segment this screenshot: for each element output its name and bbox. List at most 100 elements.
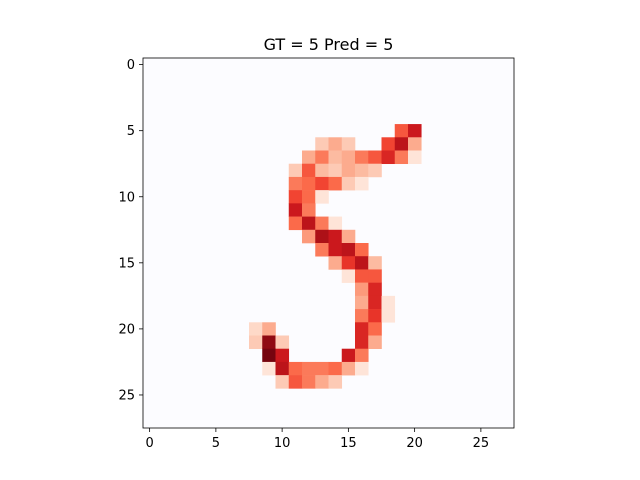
heatmap-cell [315,137,329,151]
heatmap-cell [341,348,356,363]
heatmap-cell [288,216,303,231]
heatmap-cell [341,229,356,244]
heatmap-cell [394,137,409,151]
heatmap-cell [302,361,316,376]
heatmap-cell [315,361,329,376]
heatmap-cell [315,216,329,231]
y-tick-label: 20 [118,322,135,337]
heatmap-cell [275,361,290,376]
heatmap-cell [341,163,356,178]
heatmap-cell [394,124,409,138]
heatmap-cell [288,176,303,191]
heatmap-cell [368,256,382,270]
heatmap-cell [368,322,382,336]
heatmap-cell [328,150,343,165]
heatmap-cell [355,348,369,363]
heatmap-cell [315,190,329,204]
heatmap-cell [262,361,276,376]
heatmap-cell [341,243,356,257]
heatmap-cell [368,295,382,310]
heatmap-cell [381,150,396,165]
heatmap-cell [368,309,382,323]
heatmap-cell [275,375,290,389]
heatmap-cell [355,176,369,191]
heatmap-cell [381,295,396,310]
y-axis: 0 5 10 15 20 25 [118,58,143,403]
heatmap-cell [355,282,369,297]
heatmap-cell [328,137,343,151]
heatmap-cell [341,269,356,283]
heatmap-cell [381,137,396,151]
heatmap-cell [328,256,343,270]
heatmap-cell [328,243,343,257]
heatmap-cell [355,335,369,350]
heatmap-cell [328,163,343,178]
heatmap-cell [368,269,382,283]
heatmap-cell [302,216,316,231]
heatmap-cell [408,137,422,151]
heatmap-cell [288,203,303,217]
heatmap-cell [315,150,329,165]
x-tick-label: 20 [406,436,423,451]
heatmap-cell [341,361,356,376]
heatmap-cell [249,335,263,350]
heatmap-cell [368,335,382,350]
heatmap-cell [355,295,369,310]
heatmap-cell [262,322,276,336]
heatmap-cell [315,176,329,191]
heatmap-cell [368,282,382,297]
heatmap-cell [302,163,316,178]
heatmap-cell [355,269,369,283]
heatmap-cell [328,176,343,191]
heatmap-cell [368,150,382,165]
heatmap-cell [315,375,329,389]
heatmap-cell [302,150,316,165]
x-tick-label: 5 [212,436,220,451]
heatmap-cell [368,163,382,178]
x-tick-label: 0 [145,436,153,451]
heatmap-cell [302,176,316,191]
y-tick-label: 25 [118,388,135,403]
heatmap-cell [288,163,303,178]
x-tick-label: 15 [340,436,357,451]
heatmap-cell [328,216,343,231]
heatmap-cell [288,190,303,204]
y-tick-label: 0 [127,58,135,73]
heatmap-cell [408,124,422,138]
plot-area [142,57,515,429]
heatmap-cell [288,375,303,389]
heatmap-cell [341,150,356,165]
y-tick-label: 10 [118,190,135,205]
heatmap-cell [302,229,316,244]
y-tick-label: 15 [118,256,135,271]
plot-frame [142,57,515,429]
heatmap-cell [355,361,369,376]
heatmap-cell [394,150,409,165]
heatmap-cell [328,361,343,376]
heatmap-cell [302,203,316,217]
heatmap-cell [381,309,396,323]
y-tick-label: 5 [127,124,135,139]
heatmap-cell [328,229,343,244]
heatmap-cell [341,137,356,151]
heatmap-cell [408,150,422,165]
heatmap-cell [355,256,369,270]
chart-title: GT = 5 Pred = 5 [264,35,394,54]
x-tick-label: 25 [473,436,490,451]
heatmap-cell [275,335,290,350]
heatmap-cell [341,176,356,191]
heatmap-cell [275,348,290,363]
heatmap-cell [262,348,276,363]
heatmap-cell [315,243,329,257]
heatmap-cell [288,361,303,376]
heatmap-cell [341,256,356,270]
heatmap-cell [355,150,369,165]
heatmap-cell [355,243,369,257]
heatmap-cell [302,375,316,389]
heatmap-cells [249,124,422,389]
heatmap-cell [355,309,369,323]
heatmap-cell [315,163,329,178]
heatmap-cell [302,190,316,204]
heatmap-cell [315,229,329,244]
